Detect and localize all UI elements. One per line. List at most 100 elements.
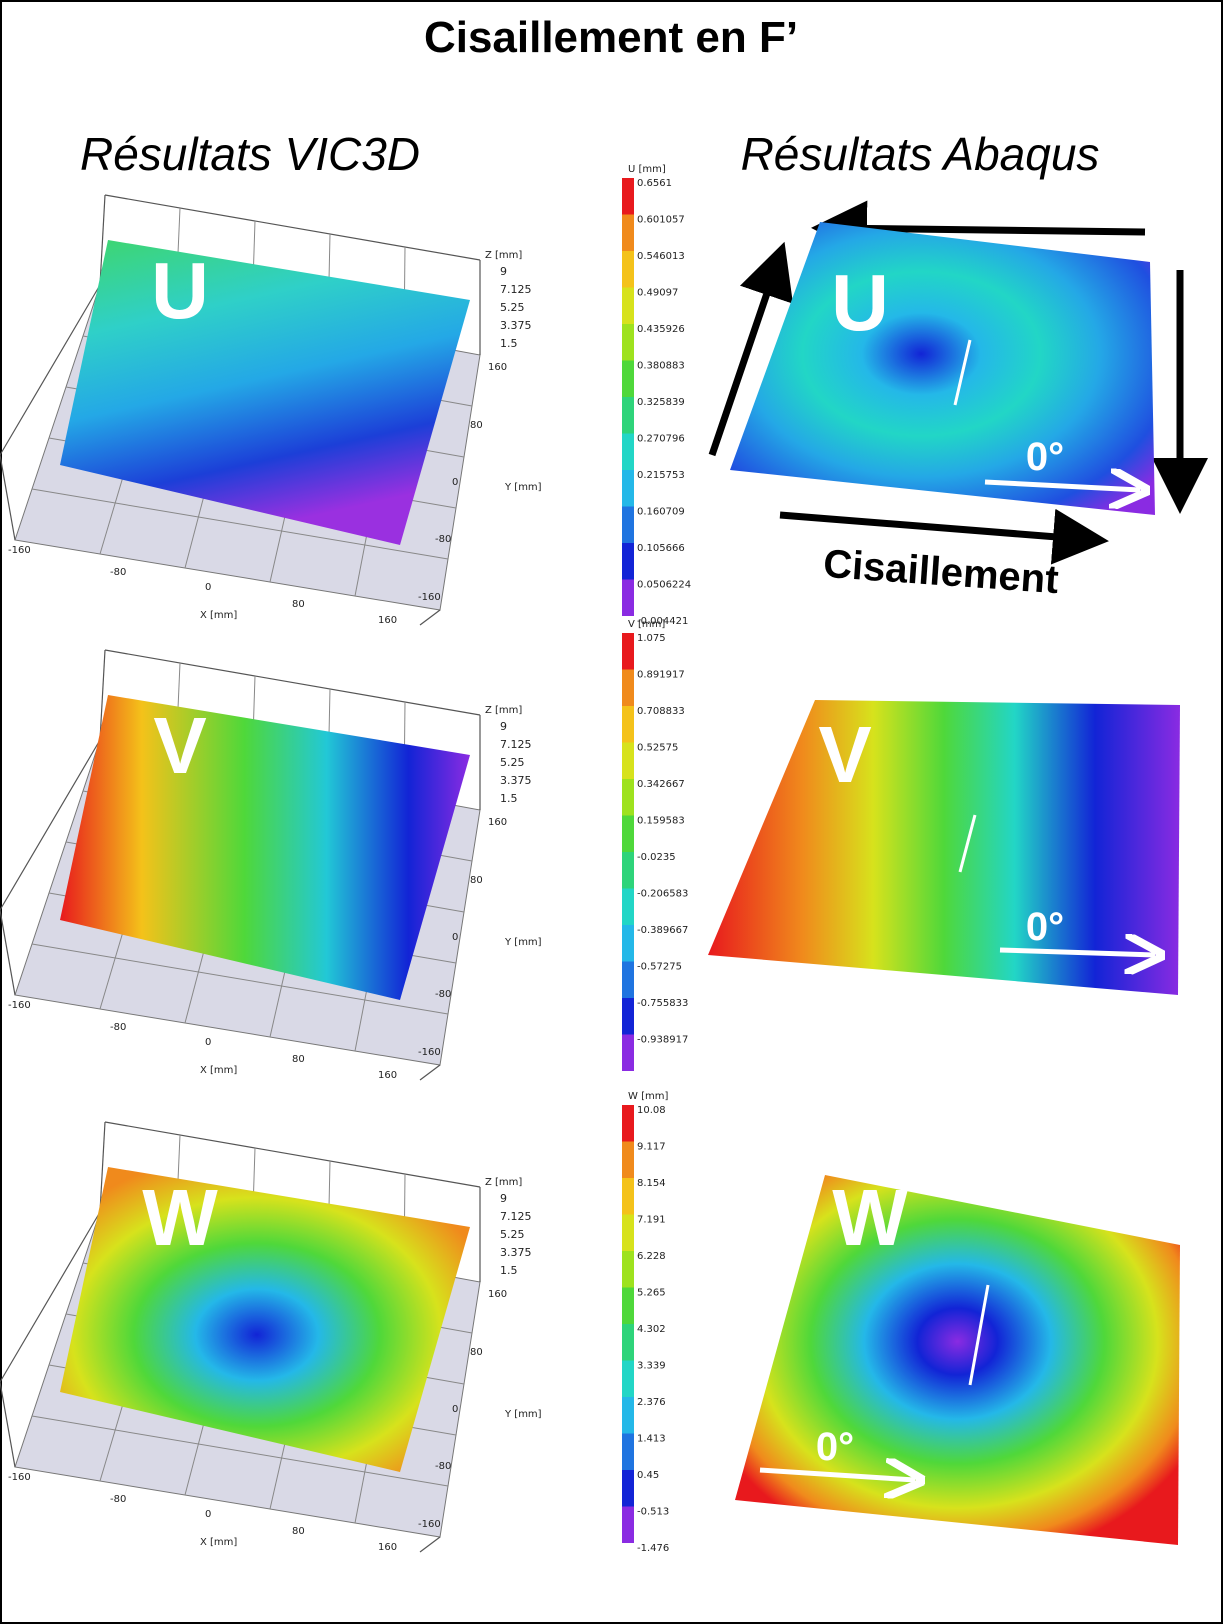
z-tick-label: 7.125 [500, 283, 532, 296]
x-axis-label: X [mm] [200, 1537, 237, 1548]
box-edge [0, 284, 101, 456]
shear-arrows [708, 200, 1208, 565]
colorbar: V [mm] 1.075 0.891917 0.708833 0.52575 0.3426… [622, 619, 688, 1071]
colorbar-band [622, 579, 634, 616]
y-axis-label: Y [mm] [504, 937, 542, 948]
colorbar-label: 2.376 [637, 1397, 666, 1408]
colorbar: U [mm] 0.6561 0.601057 0.546013 0.49097 0.435… [622, 164, 691, 627]
y-tick-label: -160 [418, 1047, 441, 1058]
z-tick-label: 7.125 [500, 738, 532, 751]
x-tick-label: -160 [8, 1000, 31, 1011]
z-axis-label: Z [mm] [485, 250, 522, 261]
y-tick-label: 160 [488, 817, 507, 828]
y-axis-label: Y [mm] [504, 482, 542, 493]
colorbar-label: 0.0506224 [637, 580, 691, 591]
colorbar-band [622, 506, 634, 543]
colorbar-band [622, 397, 634, 434]
angle-label: 0° [1026, 435, 1064, 479]
colorbar-label: 0.708833 [637, 706, 685, 717]
z-tick-label: 9 [500, 720, 507, 733]
colorbar-label: 0.601057 [637, 215, 685, 226]
abaqus-plot: U 0° [730, 222, 1155, 515]
colorbar-band [622, 1470, 634, 1507]
y-tick-label: -160 [418, 1519, 441, 1530]
colorbar-band [622, 1214, 634, 1251]
colorbar-label: -0.755833 [637, 998, 688, 1009]
colorbar-band [622, 633, 634, 670]
colorbar-band [622, 1105, 634, 1142]
x-tick-label: 0 [205, 1037, 211, 1048]
box-edge [0, 909, 16, 996]
colorbar-band [622, 925, 634, 962]
colorbar-label: 0.105666 [637, 543, 685, 554]
simulated-surface [735, 1175, 1180, 1545]
box-grid [31, 1415, 449, 1487]
column-header: Résultats VIC3D [80, 128, 420, 180]
colorbar-label: 9.117 [637, 1142, 666, 1153]
colorbar-label: 7.191 [637, 1215, 666, 1226]
colorbar-label: 6.228 [637, 1251, 666, 1262]
colorbar-band [622, 251, 634, 288]
colorbar-band [622, 543, 634, 580]
panel-letter: U [831, 258, 889, 347]
z-tick-label: 3.375 [500, 774, 532, 787]
colorbar-band [622, 815, 634, 852]
box-edge [0, 739, 101, 911]
y-tick-label: 160 [488, 362, 507, 373]
colorbar-label: 0.325839 [637, 397, 685, 408]
fiber-arrow [759, 1470, 915, 1480]
x-tick-label: 160 [378, 1070, 397, 1081]
fiber-arrow [984, 482, 1140, 490]
colorbar: W [mm] 10.08 9.117 8.154 7.191 6.228 5.265 4.30… [622, 1091, 669, 1554]
colorbar-label: 0.52575 [637, 743, 678, 754]
colorbar-band [622, 433, 634, 470]
column-header: Résultats Abaqus [741, 128, 1100, 180]
box-edge [419, 609, 441, 626]
y-tick-label: -80 [435, 1461, 451, 1472]
colorbar-label: 3.339 [637, 1361, 666, 1372]
x-tick-label: 160 [378, 615, 397, 626]
colorbar-label: 5.265 [637, 1288, 666, 1299]
z-tick-label: 9 [500, 1192, 507, 1205]
abaqus-plot: V 0° [708, 700, 1180, 995]
abaqus-plot: W 0° [735, 1173, 1180, 1545]
measured-surface [60, 695, 470, 1000]
colorbar-label: -0.206583 [637, 889, 688, 900]
crack [958, 814, 977, 873]
measured-surface [60, 1167, 470, 1472]
box-edge [0, 1381, 16, 1468]
colorbar-band [622, 998, 634, 1035]
colorbar-band [622, 1397, 634, 1434]
colorbar-band [622, 888, 634, 925]
colorbar-band [622, 669, 634, 706]
colorbar-label: 10.08 [637, 1105, 666, 1116]
colorbar-label: -0.0235 [637, 852, 676, 863]
y-tick-label: 80 [470, 420, 483, 431]
fiber-arrow [999, 950, 1155, 955]
x-tick-label: 80 [292, 599, 305, 610]
colorbar-band [622, 360, 634, 397]
z-tick-label: 7.125 [500, 1210, 532, 1223]
colorbar-band [622, 178, 634, 215]
x-axis-label: X [mm] [200, 610, 237, 621]
z-tick-label: 5.25 [500, 301, 525, 314]
y-tick-label: 160 [488, 1289, 507, 1300]
z-tick-label: 3.375 [500, 1246, 532, 1259]
box-grid [31, 488, 449, 560]
box-edge [0, 1211, 101, 1383]
colorbar-band [622, 1433, 634, 1470]
colorbar-band [622, 1324, 634, 1361]
colorbar-title: W [mm] [628, 1091, 668, 1102]
colorbar-label: 0.270796 [637, 434, 685, 445]
colorbar-band [622, 1506, 634, 1543]
colorbar-label: 0.342667 [637, 779, 685, 790]
colorbar-label: -0.57275 [637, 962, 682, 973]
x-tick-label: -160 [8, 545, 31, 556]
colorbar-band [622, 1287, 634, 1324]
x-tick-label: -160 [8, 1472, 31, 1483]
y-tick-label: -160 [418, 592, 441, 603]
vic3d-plot: U Z [mm] 9 7.125 5.25 3.375 1.5 160 80 0 -80 -160 Y … [0, 194, 542, 626]
colorbar-band [622, 779, 634, 816]
colorbar-band [622, 1251, 634, 1288]
vic3d-plot: V Z [mm] 9 7.125 5.25 3.375 1.5 160 80 0 -80 -160 Y … [0, 649, 542, 1081]
